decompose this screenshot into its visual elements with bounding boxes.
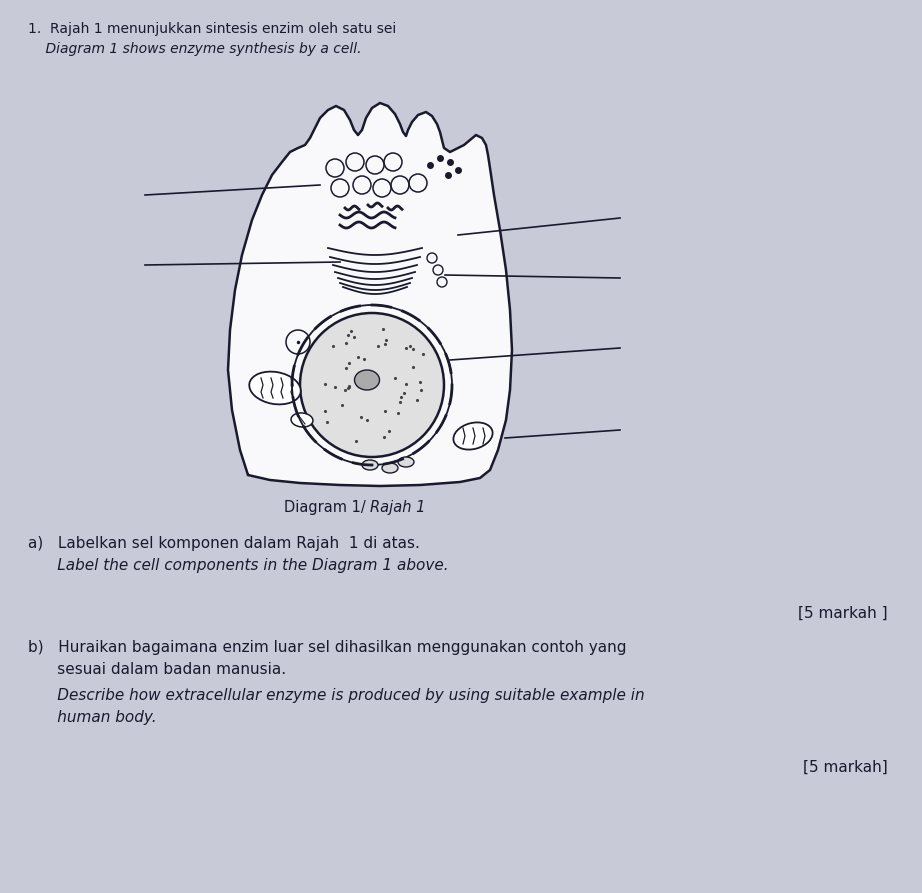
- Ellipse shape: [354, 370, 380, 390]
- Ellipse shape: [382, 463, 398, 473]
- Ellipse shape: [249, 371, 301, 405]
- Text: 1.  Rajah 1 menunjukkan sintesis enzim oleh satu sei: 1. Rajah 1 menunjukkan sintesis enzim ol…: [28, 22, 396, 36]
- Text: sesuai dalam badan manusia.: sesuai dalam badan manusia.: [28, 662, 286, 677]
- Text: Rajah 1: Rajah 1: [370, 500, 425, 515]
- Text: [5 markah]: [5 markah]: [803, 760, 888, 775]
- Text: Describe how extracellular enzyme is produced by using suitable example in: Describe how extracellular enzyme is pro…: [28, 688, 644, 703]
- Text: human body.: human body.: [28, 710, 157, 725]
- Ellipse shape: [454, 422, 492, 449]
- Text: b)   Huraikan bagaimana enzim luar sel dihasilkan menggunakan contoh yang: b) Huraikan bagaimana enzim luar sel dih…: [28, 640, 627, 655]
- Text: a)   Labelkan sel komponen dalam Rajah  1 di atas.: a) Labelkan sel komponen dalam Rajah 1 d…: [28, 536, 420, 551]
- Ellipse shape: [398, 457, 414, 467]
- Text: Diagram 1/: Diagram 1/: [284, 500, 370, 515]
- Text: [5 markah ]: [5 markah ]: [798, 606, 888, 621]
- Ellipse shape: [362, 460, 378, 470]
- Polygon shape: [228, 103, 512, 486]
- Text: Label the cell components in the Diagram 1 above.: Label the cell components in the Diagram…: [28, 558, 449, 573]
- Ellipse shape: [291, 413, 313, 427]
- Text: Diagram 1 shows enzyme synthesis by a cell.: Diagram 1 shows enzyme synthesis by a ce…: [28, 42, 361, 56]
- Circle shape: [300, 313, 444, 457]
